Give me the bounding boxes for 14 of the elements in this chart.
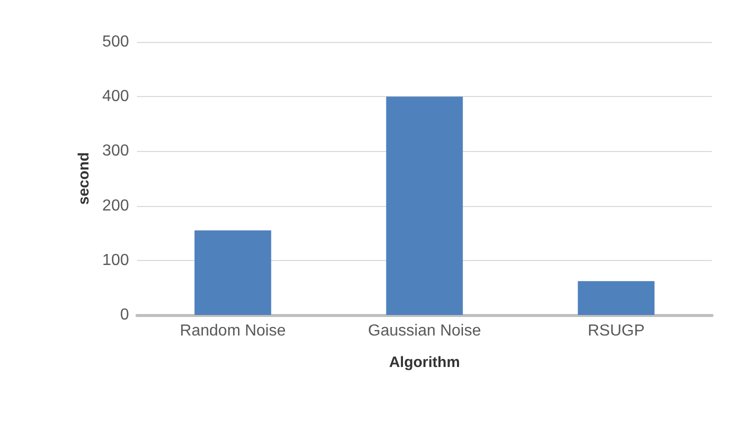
y-tick-label: 300	[102, 142, 130, 160]
y-tick-label: 200	[102, 197, 130, 214]
bar	[194, 230, 272, 315]
x-tick-label: Random Noise	[180, 322, 286, 340]
x-axis-title: Algorithm	[389, 354, 460, 371]
y-axis-title: second	[75, 152, 92, 205]
x-tick-label: RSUGP	[588, 322, 645, 340]
y-tick-label: 400	[102, 88, 130, 106]
y-tick-label: 500	[102, 34, 130, 50]
bar	[386, 96, 463, 315]
x-tick-label: Gaussian Noise	[368, 322, 482, 340]
y-tick-label: 100	[102, 252, 130, 269]
bar	[578, 281, 654, 315]
y-tick-label: 0	[120, 306, 130, 324]
